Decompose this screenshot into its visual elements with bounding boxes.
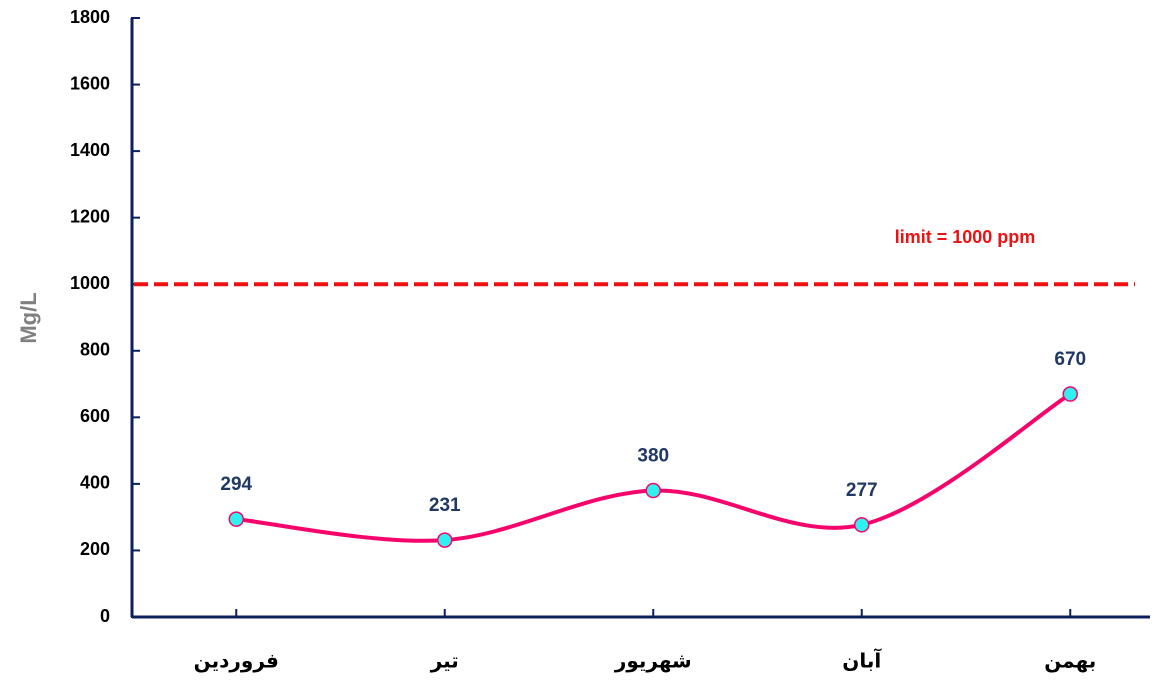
y-tick-label: 1600 [70,73,110,93]
y-tick-label: 600 [80,406,110,426]
x-tick-label: فروردین [194,650,279,672]
y-axis-label: Mg/L [16,292,41,343]
y-tick-label: 0 [100,606,110,626]
x-tick-label: آبان [842,647,882,672]
data-label: 294 [220,474,252,495]
data-label: 277 [846,480,878,501]
data-point [437,532,453,548]
data-label: 380 [637,446,669,467]
data-point [645,482,661,499]
y-tick-label: 1000 [70,273,110,293]
data-label: 670 [1054,349,1086,370]
y-tick-label: 1400 [70,140,110,160]
x-tick-label: شهریور [614,650,692,672]
x-tick-label: تیر [430,650,459,672]
y-tick-label: 1200 [70,206,110,226]
data-point [854,517,870,533]
x-tick-label: بهمن [1044,650,1096,672]
data-label: 231 [429,495,461,516]
series-line [236,392,1072,543]
y-tick-label: 200 [80,539,110,559]
data-point [1062,386,1078,402]
data-point [228,511,244,527]
limit-label: limit = 1000 ppm [895,227,1036,247]
y-tick-label: 800 [80,340,110,360]
y-tick-label: 400 [80,473,110,493]
y-tick-label: 1800 [70,7,110,27]
